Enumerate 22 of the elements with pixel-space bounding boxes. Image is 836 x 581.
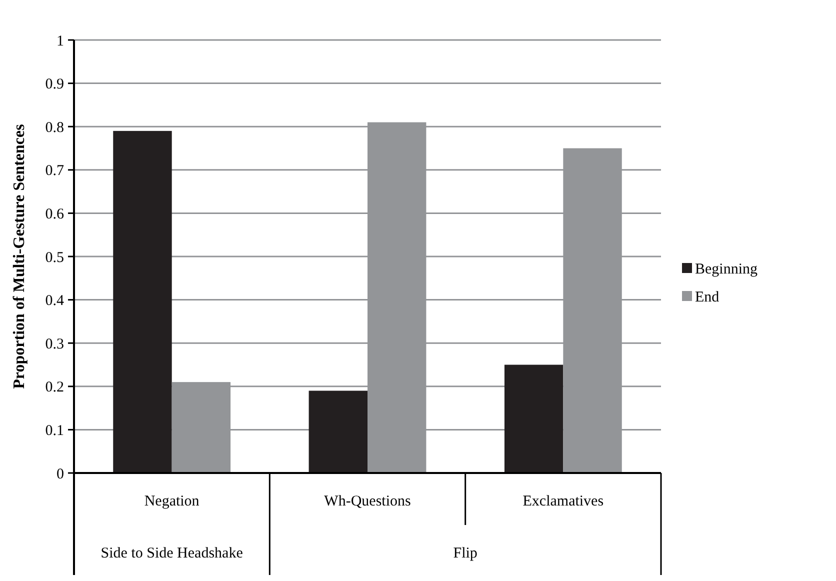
text: Flip: [453, 545, 478, 562]
legend-label: Beginning: [695, 261, 758, 278]
x-tick-label: Negation: [144, 493, 200, 510]
legend-label: End: [695, 289, 720, 306]
y-tick-label: 0.4: [45, 293, 64, 310]
y-tick-label: 0.7: [45, 163, 64, 180]
x-tick-label: Wh-Questions: [324, 493, 411, 510]
y-tick-label: 0.1: [45, 422, 64, 439]
y-tick-label: 0.5: [45, 250, 64, 266]
bar: [113, 130, 172, 473]
x-tick-label: Exclamatives: [522, 493, 604, 510]
y-tick-label: 0.8: [45, 120, 64, 136]
y-tick-label: 0: [56, 466, 64, 482]
y-tick-label: 0.9: [45, 76, 64, 93]
y-tick-label: 1: [56, 33, 64, 50]
bar: [308, 390, 368, 473]
y-tick-label: 0.3: [45, 336, 64, 352]
y-axis-title: Proportion of Multi-Gesture Sentences: [11, 124, 28, 389]
y-tick-label: 0.2: [45, 380, 64, 396]
text: Side to Side Headshake: [100, 545, 244, 562]
y-tick-label: 0.6: [45, 206, 64, 222]
bar: [504, 364, 564, 473]
